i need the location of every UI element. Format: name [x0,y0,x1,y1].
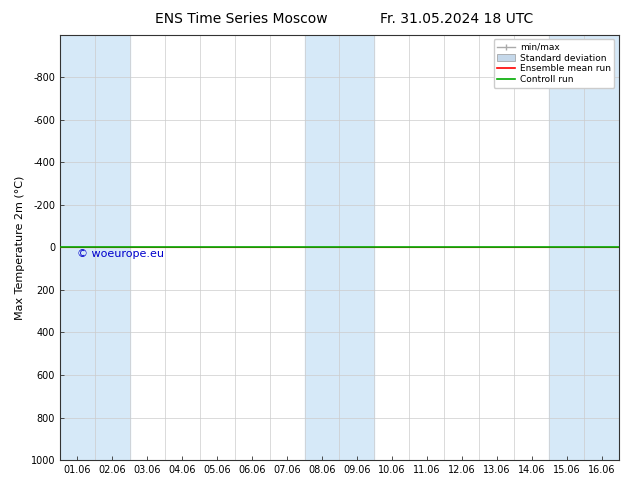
Bar [549,35,619,460]
Text: Fr. 31.05.2024 18 UTC: Fr. 31.05.2024 18 UTC [380,12,533,26]
Text: © woeurope.eu: © woeurope.eu [77,249,164,260]
Text: ENS Time Series Moscow: ENS Time Series Moscow [155,12,327,26]
Y-axis label: Max Temperature 2m (°C): Max Temperature 2m (°C) [15,175,25,319]
Bar [60,35,130,460]
Legend: min/max, Standard deviation, Ensemble mean run, Controll run: min/max, Standard deviation, Ensemble me… [494,39,614,88]
Bar [304,35,375,460]
